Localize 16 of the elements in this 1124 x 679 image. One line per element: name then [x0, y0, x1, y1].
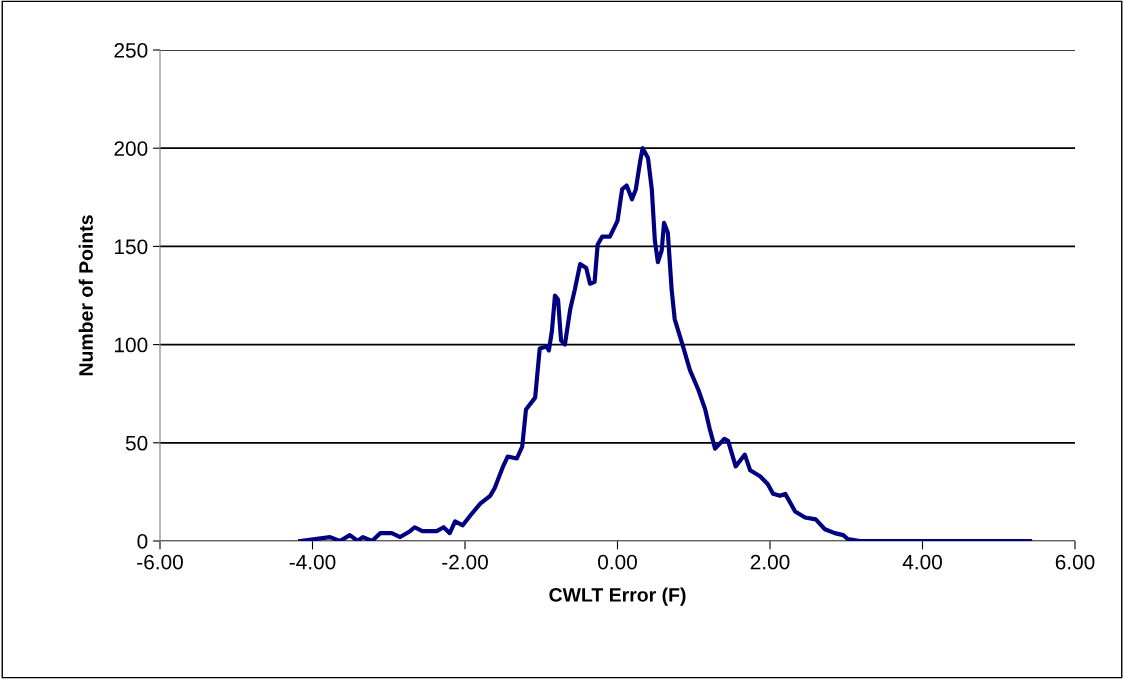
- y-tick-label: 0: [137, 534, 148, 549]
- x-tick-label: 0.00: [598, 554, 637, 570]
- x-tick-label: -2.00: [442, 554, 488, 570]
- y-tick-label: 100: [115, 337, 148, 353]
- line-series: [298, 146, 1033, 541]
- y-tick-label: 250: [114, 43, 148, 58]
- y-tick-label: 50: [125, 435, 148, 451]
- y-axis-title: Number of Points: [78, 215, 93, 376]
- x-tick-label: 6.00: [1055, 554, 1095, 570]
- x-tick-label: -6.00: [137, 554, 183, 570]
- x-tick-label: 2.00: [750, 554, 790, 570]
- y-tick-label: 200: [114, 141, 148, 156]
- x-tick-label: -4.00: [289, 554, 336, 570]
- y-tick-label: 150: [115, 239, 148, 255]
- x-axis-title: CWLT Error (F): [549, 587, 686, 606]
- x-tick-label: 4.00: [902, 554, 942, 570]
